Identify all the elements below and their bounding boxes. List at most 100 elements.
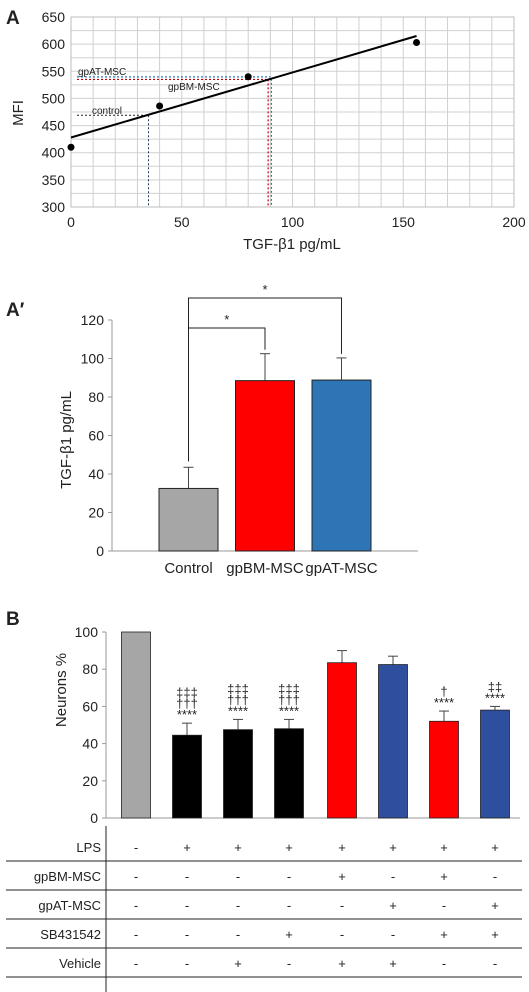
table-cell: - xyxy=(287,956,291,971)
table-cell: + xyxy=(389,898,397,913)
annotation-gpbm-msc: gpBM-MSC xyxy=(168,82,220,93)
data-point xyxy=(413,39,421,47)
table-row-label: SB431542 xyxy=(40,927,101,942)
y-tick-label: 60 xyxy=(88,428,104,444)
annotation-gpat-msc: gpAT-MSC xyxy=(78,67,126,78)
bar xyxy=(480,709,510,819)
x-tick-label: 150 xyxy=(392,214,416,230)
table-row-label: gpAT-MSC xyxy=(38,898,101,913)
y-tick-label: 300 xyxy=(42,199,66,215)
table-cell: - xyxy=(442,898,446,913)
table-cell: - xyxy=(185,898,189,913)
table-cell: + xyxy=(285,840,293,855)
data-point xyxy=(244,73,252,81)
y-tick-label: 400 xyxy=(42,145,66,161)
table-cell: + xyxy=(491,898,499,913)
significance-mark: ††† xyxy=(278,692,300,707)
significance-mark: **** xyxy=(279,703,299,718)
y-tick-label: 80 xyxy=(88,389,104,405)
significance-bracket xyxy=(188,297,342,462)
table-row-label: LPS xyxy=(76,840,101,855)
category-label: gpAT-MSC xyxy=(305,560,377,577)
table-cell: - xyxy=(236,927,240,942)
y-tick-label: 550 xyxy=(42,63,66,79)
y-tick-label: 80 xyxy=(82,661,98,677)
table-cell: - xyxy=(185,869,189,884)
panel-b-plot: 020406080100****†††‡‡‡****†††‡‡‡****†††‡… xyxy=(75,624,520,826)
table-cell: + xyxy=(491,840,499,855)
significance-mark: * xyxy=(262,282,267,297)
significance-mark: **** xyxy=(228,703,248,718)
panel-b-condition-table: LPS - + + + + + + + gpBM-MSC - - - - + - + - gpAT-MSC - - - - -… xyxy=(6,826,522,992)
y-tick-label: 100 xyxy=(75,624,99,640)
table-cell: + xyxy=(285,927,293,942)
y-tick-label: 100 xyxy=(81,351,105,367)
table-cell: + xyxy=(234,956,242,971)
y-tick-label: 120 xyxy=(81,312,105,328)
table-cell: + xyxy=(389,956,397,971)
x-tick-label: 200 xyxy=(502,214,526,230)
table-cell: - xyxy=(493,869,497,884)
bar xyxy=(274,728,304,819)
table-cell: - xyxy=(134,956,138,971)
table-cell: + xyxy=(338,869,346,884)
table-cell: - xyxy=(287,869,291,884)
data-point xyxy=(156,102,164,110)
y-tick-label: 20 xyxy=(82,773,98,789)
table-cell: - xyxy=(134,840,138,855)
table-cell: + xyxy=(491,927,499,942)
table-cell: - xyxy=(287,898,291,913)
significance-mark: **** xyxy=(434,695,454,710)
table-cell: - xyxy=(236,869,240,884)
table-cell: + xyxy=(234,840,242,855)
bar xyxy=(121,631,151,819)
table-cell: + xyxy=(440,840,448,855)
annotation-control: control xyxy=(92,106,122,117)
table-cell: - xyxy=(442,956,446,971)
table-cell: - xyxy=(493,956,497,971)
significance-mark: ‡‡‡ xyxy=(227,681,249,696)
category-label: Control xyxy=(164,560,212,577)
table-row-label: gpBM-MSC xyxy=(34,869,101,884)
panel-a-prime-plot: 0 20 40 60 80 100 120 Control gpBM-MSC gpAT-MSC * * xyxy=(81,282,418,577)
table-cell: - xyxy=(134,869,138,884)
panel-a-ylabel: MFI xyxy=(10,100,27,126)
table-cell: - xyxy=(391,927,395,942)
y-tick-label: 0 xyxy=(90,810,98,826)
table-cell: + xyxy=(338,956,346,971)
table-cell: + xyxy=(440,869,448,884)
significance-mark: ‡‡‡ xyxy=(278,681,300,696)
x-tick-label: 0 xyxy=(67,214,75,230)
x-tick-label: 50 xyxy=(174,214,190,230)
plot-frame xyxy=(70,16,515,208)
bar xyxy=(172,734,202,819)
bar xyxy=(158,487,219,552)
panel-a-prime-ylabel: TGF-β1 pg/mL xyxy=(58,391,75,489)
significance-mark: **** xyxy=(177,707,197,722)
y-tick-label: 60 xyxy=(82,698,98,714)
significance-mark: ‡‡ xyxy=(488,679,502,694)
bar xyxy=(223,729,253,819)
table-cell: - xyxy=(185,956,189,971)
bar xyxy=(429,720,459,819)
table-cell: - xyxy=(185,927,189,942)
significance-mark: * xyxy=(224,312,229,327)
bar xyxy=(327,662,357,819)
table-cell: + xyxy=(389,840,397,855)
y-tick-label: 450 xyxy=(42,118,66,134)
panel-b-ylabel: Neurons % xyxy=(53,653,70,727)
table-cell: - xyxy=(134,898,138,913)
significance-mark: † xyxy=(440,684,447,699)
fit-line xyxy=(70,35,417,139)
panel-a-xlabel: TGF-β1 pg/mL xyxy=(243,236,341,253)
table-cell: - xyxy=(236,898,240,913)
table-row-label: Vehicle xyxy=(59,956,101,971)
panel-b-letter: B xyxy=(6,609,20,630)
table-cell: - xyxy=(391,869,395,884)
panel-a-prime-letter: A′ xyxy=(6,300,25,321)
significance-mark: ††† xyxy=(176,696,198,711)
bar xyxy=(235,380,295,552)
panel-a-plot: 300 350 400 450 500 550 600 650 0 50 100 150 200 gpAT… xyxy=(42,9,526,230)
table-cell: - xyxy=(340,898,344,913)
panel-a-letter: A xyxy=(6,8,20,29)
